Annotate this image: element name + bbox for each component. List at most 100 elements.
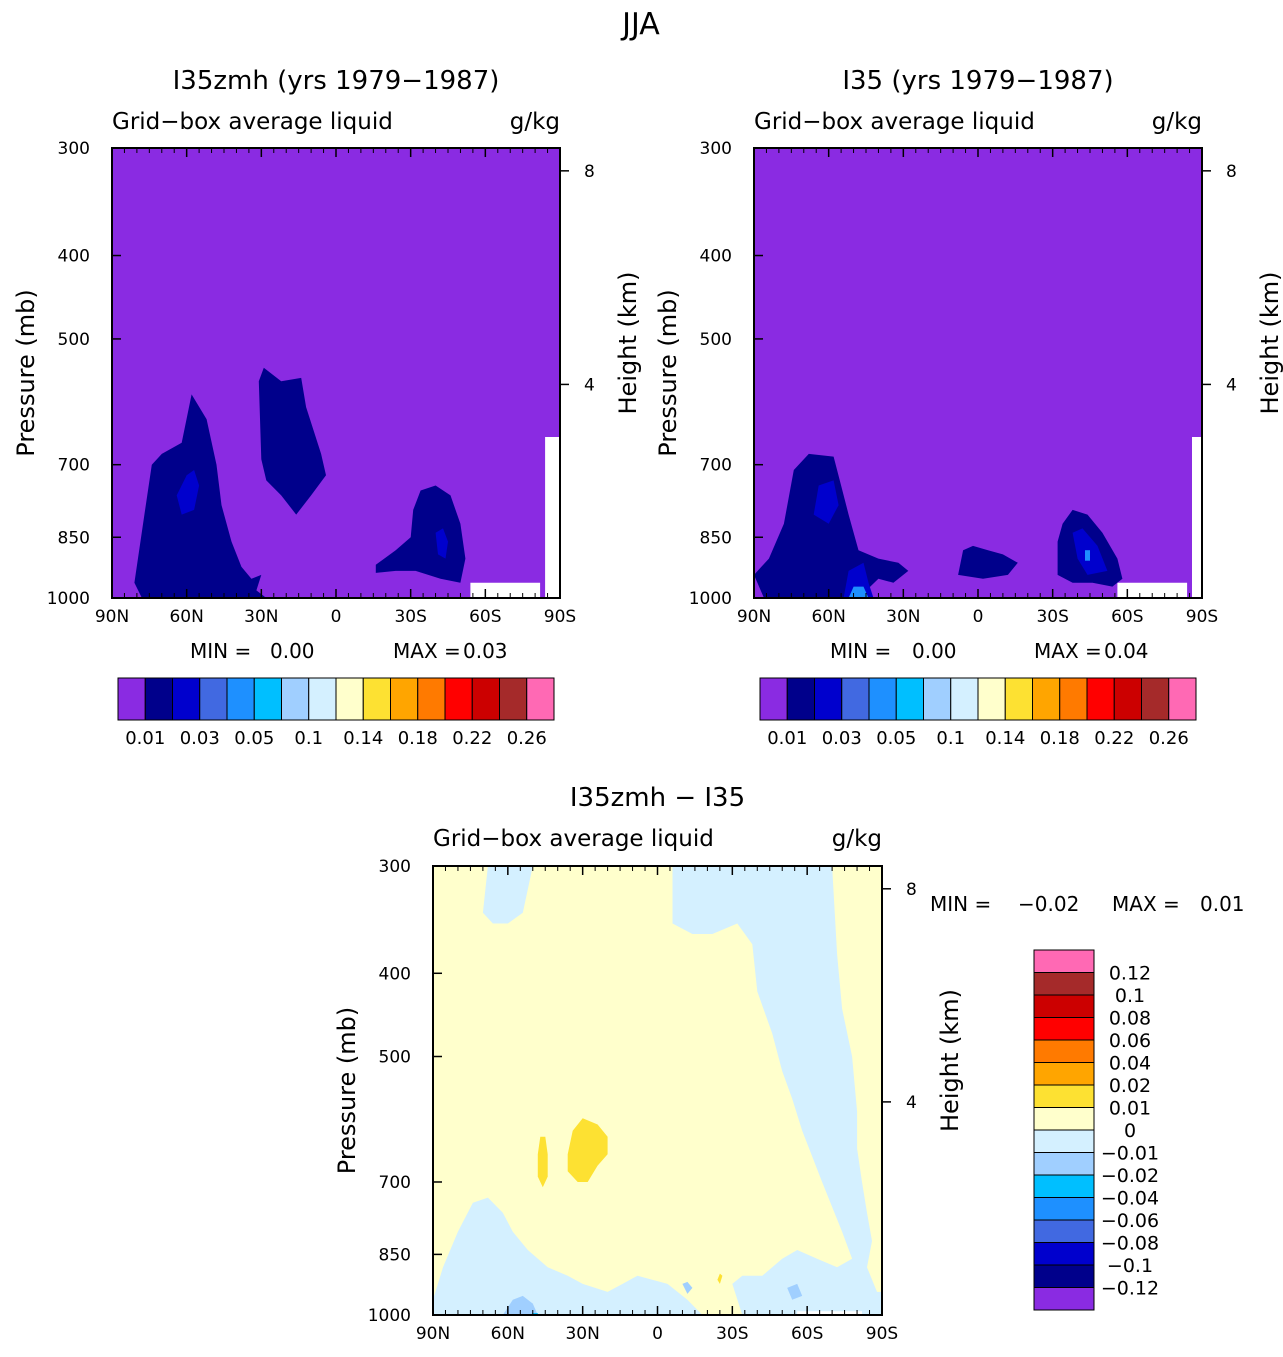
colorbar-swatch <box>1059 677 1088 721</box>
x-tick-label: 90N <box>95 607 129 627</box>
y2-tick-label: 8 <box>1226 162 1237 182</box>
colorbar-swatch <box>1033 1039 1095 1063</box>
colorbar-swatch <box>335 677 364 721</box>
y-tick-label: 700 <box>58 456 90 476</box>
contour-region <box>375 485 466 583</box>
contour-region <box>482 866 533 924</box>
y-tick-label: 850 <box>58 528 90 548</box>
x-tick-label: 60S <box>791 1324 823 1344</box>
contour-region <box>1085 550 1090 561</box>
contour-region <box>258 367 326 515</box>
contour-region <box>537 1136 548 1188</box>
contour-region <box>433 1197 703 1315</box>
missing-data-region <box>1192 437 1202 598</box>
y-axis-label: Pressure (mb) <box>12 289 40 456</box>
colorbar-swatch <box>1033 1129 1095 1153</box>
min-label: MIN = <box>830 639 891 663</box>
colorbar-swatch <box>471 677 500 721</box>
colorbar-swatch <box>1086 677 1115 721</box>
colorbar-swatch <box>199 677 228 721</box>
contour-region <box>502 1295 538 1315</box>
colorbar-swatch <box>144 677 173 721</box>
x-tick-label: 60N <box>811 607 845 627</box>
y-tick-label: 500 <box>379 1048 411 1068</box>
colorbar-swatch <box>1033 1242 1095 1266</box>
colorbar-swatch <box>1033 1084 1095 1108</box>
colorbar-swatch <box>499 677 528 721</box>
colorbar-label: 0.03 <box>822 728 862 749</box>
colorbar-swatch <box>1033 1264 1095 1288</box>
colorbar-swatch <box>417 677 446 721</box>
y2-tick-label: 8 <box>906 880 917 900</box>
y2-tick-label: 8 <box>584 162 595 182</box>
x-tick-label: 90N <box>737 607 771 627</box>
colorbar-swatch <box>1033 972 1095 996</box>
colorbar-swatch <box>1033 1017 1095 1041</box>
x-tick-label: 90S <box>1186 607 1218 627</box>
colorbar-label: 0.1 <box>294 728 323 749</box>
colorbar-label: 0.01 <box>125 728 165 749</box>
colorbar-label: 0.02 <box>1109 1075 1151 1097</box>
colorbar-label: −0.01 <box>1101 1143 1159 1165</box>
colorbar-label: 0.06 <box>1109 1030 1151 1052</box>
colorbar-swatch <box>172 677 201 721</box>
max-value: 0.03 <box>463 639 508 663</box>
min-label: MIN = <box>930 892 991 916</box>
colorbar-label: −0.1 <box>1107 1255 1153 1277</box>
contour-region <box>958 545 1018 579</box>
x-tick-label: 30S <box>716 1324 748 1344</box>
colorbar-swatch <box>1032 677 1061 721</box>
y-tick-label: 1000 <box>689 589 732 609</box>
colorbar-label: 0.1 <box>936 728 965 749</box>
y2-axis-label: Height (km) <box>1256 272 1283 415</box>
colorbar-label: 0.26 <box>507 728 547 749</box>
colorbar-swatch <box>841 677 870 721</box>
x-tick-label: 30S <box>1036 607 1068 627</box>
colorbar-swatch <box>895 677 924 721</box>
contour-region <box>787 1283 803 1300</box>
y-tick-label: 500 <box>700 330 732 350</box>
colorbar: 0.01 0.03 0.05 0.1 0.14 0.18 0.22 0.26 <box>117 677 555 749</box>
contour-region <box>813 480 839 524</box>
colorbar-swatch <box>1033 1062 1095 1086</box>
colorbar-label: 0.26 <box>1149 728 1189 749</box>
missing-data-region <box>1117 582 1188 598</box>
colorbar-swatch <box>1168 677 1197 721</box>
subtitle-units: g/kg <box>1152 109 1202 135</box>
colorbar-label: 0.01 <box>767 728 807 749</box>
y-tick-label: 1000 <box>368 1306 411 1326</box>
colorbar-swatch <box>308 677 337 721</box>
colorbar-label: −0.08 <box>1101 1233 1159 1255</box>
colorbar-swatch <box>1033 949 1095 973</box>
colorbar-swatch <box>1141 677 1170 721</box>
colorbar-label: −0.12 <box>1101 1278 1159 1300</box>
colorbar-swatch <box>923 677 952 721</box>
y2-tick-label: 4 <box>906 1093 917 1113</box>
y2-tick-label: 4 <box>584 375 595 395</box>
y-tick-label: 700 <box>700 456 732 476</box>
colorbar-swatch <box>253 677 282 721</box>
x-tick-label: 60N <box>491 1324 525 1344</box>
y2-axis-label: Height (km) <box>936 989 964 1132</box>
max-value: 0.01 <box>1200 892 1245 916</box>
colorbar-swatch <box>1033 1219 1095 1243</box>
colorbar-swatch <box>1033 1197 1095 1221</box>
subtitle-units: g/kg <box>832 826 882 852</box>
contour-region <box>832 866 882 1292</box>
x-tick-label: 90S <box>866 1324 898 1344</box>
contour-region <box>134 394 267 598</box>
y-tick-label: 850 <box>700 528 732 548</box>
x-tick-label: 0 <box>652 1324 663 1344</box>
y-tick-label: 300 <box>58 139 90 159</box>
subtitle-units: g/kg <box>510 109 560 135</box>
colorbar-swatch <box>1033 1174 1095 1198</box>
colorbar-swatch <box>362 677 391 721</box>
colorbar-label: 0.08 <box>1109 1008 1151 1030</box>
colorbar: 0.01 0.03 0.05 0.1 0.14 0.18 0.22 0.26 <box>759 677 1197 749</box>
colorbar-swatch <box>390 677 419 721</box>
colorbar-swatch <box>977 677 1006 721</box>
x-tick-label: 90N <box>416 1324 450 1344</box>
figure-title: JJA <box>620 7 660 42</box>
subtitle-field-name: Grid−box average liquid <box>112 109 393 135</box>
